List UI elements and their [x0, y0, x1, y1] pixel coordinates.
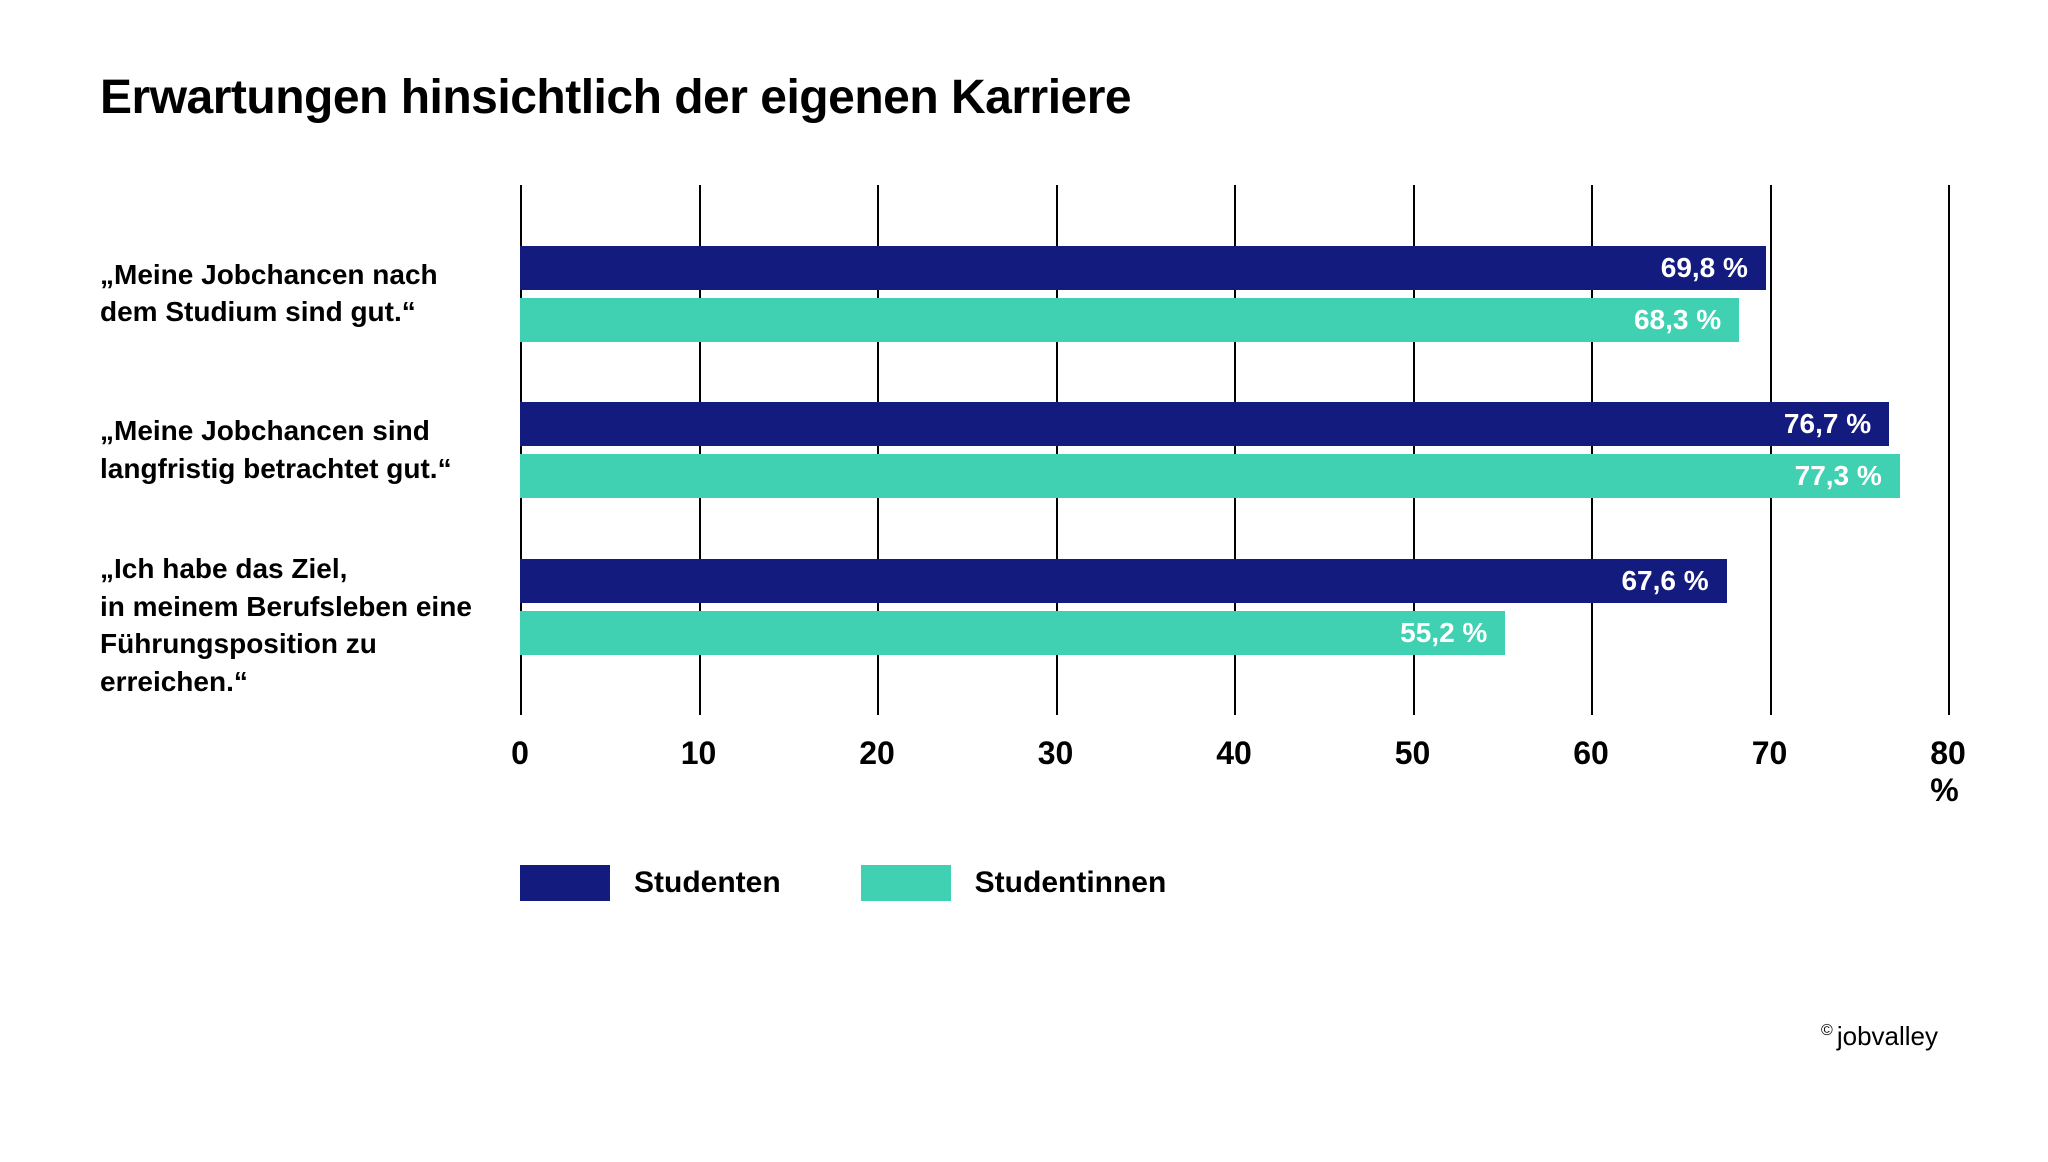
bar-studenten: 67,6 %: [520, 559, 1727, 603]
category-label: „Meine Jobchancen nachdem Studium sind g…: [100, 256, 490, 332]
bar-studentinnen: 68,3 %: [520, 298, 1739, 342]
x-tick: 40: [1216, 735, 1252, 772]
bar-value-label: 69,8 %: [1661, 252, 1748, 284]
bar-value-label: 67,6 %: [1621, 565, 1708, 597]
chart-body: „Meine Jobchancen nachdem Studium sind g…: [100, 185, 1948, 795]
legend-swatch: [520, 865, 610, 901]
credit: ©jobvalley: [1821, 1021, 1938, 1052]
category-label: „Meine Jobchancen sindlangfristig betrac…: [100, 412, 490, 488]
bars-layer: 69,8 % 68,3 % 76,7 % 77,3 % 67,6 % 55,2 %: [520, 185, 1948, 715]
plot-area: 69,8 % 68,3 % 76,7 % 77,3 % 67,6 % 55,2 %: [520, 185, 1948, 715]
legend-item: Studentinnen: [861, 865, 1167, 901]
x-tick: 60: [1573, 735, 1609, 772]
bar-value-label: 55,2 %: [1400, 617, 1487, 649]
x-tick: 80 %: [1930, 735, 1966, 809]
legend-item: Studenten: [520, 865, 781, 901]
bar-studenten: 76,7 %: [520, 402, 1889, 446]
legend-label: Studentinnen: [975, 866, 1167, 900]
bar-studentinnen: 55,2 %: [520, 611, 1505, 655]
bar-value-label: 77,3 %: [1795, 460, 1882, 492]
x-tick: 70: [1752, 735, 1788, 772]
x-axis: 01020304050607080 %: [520, 735, 1948, 795]
x-tick: 50: [1395, 735, 1431, 772]
chart-page: Erwartungen hinsichtlich der eigenen Kar…: [0, 0, 2048, 1162]
x-tick: 20: [859, 735, 895, 772]
legend-label: Studenten: [634, 866, 781, 900]
chart-title: Erwartungen hinsichtlich der eigenen Kar…: [100, 70, 1948, 125]
legend-swatch: [861, 865, 951, 901]
bar-value-label: 76,7 %: [1784, 408, 1871, 440]
category-labels-column: „Meine Jobchancen nachdem Studium sind g…: [100, 185, 520, 795]
bar-studenten: 69,8 %: [520, 246, 1766, 290]
bar-studentinnen: 77,3 %: [520, 454, 1900, 498]
category-label: „Ich habe das Ziel,in meinem Berufsleben…: [100, 550, 490, 701]
legend: Studenten Studentinnen: [520, 865, 1948, 901]
copyright-symbol: ©: [1821, 1022, 1833, 1039]
credit-text: jobvalley: [1837, 1021, 1938, 1051]
plot-column: 69,8 %68,3 %76,7 %77,3 %67,6 %55,2 % 010…: [520, 185, 1948, 795]
x-tick: 10: [681, 735, 717, 772]
x-tick: 30: [1038, 735, 1074, 772]
x-tick: 0: [511, 735, 529, 772]
gridline: [1948, 185, 1950, 715]
bar-value-label: 68,3 %: [1634, 304, 1721, 336]
